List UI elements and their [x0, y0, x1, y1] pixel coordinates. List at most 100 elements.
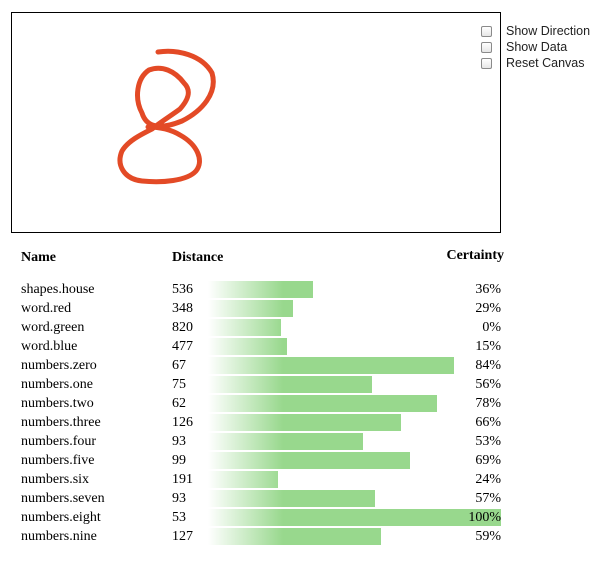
certainty-bar [208, 471, 279, 488]
result-name: shapes.house [21, 281, 95, 297]
result-distance: 820 [172, 319, 193, 335]
options-panel: Show Direction Show Data Reset Canvas [481, 23, 590, 71]
certainty-value: 57% [475, 491, 501, 506]
result-row: numbers.four 93 53% [17, 432, 504, 451]
result-certainty-cell: 84% [204, 356, 504, 375]
result-certainty-cell: 57% [204, 489, 504, 508]
result-name: numbers.zero [21, 357, 97, 373]
show-direction-label: Show Direction [506, 24, 591, 38]
result-certainty-cell: 29% [204, 299, 504, 318]
certainty-bar [208, 528, 381, 545]
result-certainty-cell: 56% [204, 375, 504, 394]
certainty-bar [208, 509, 501, 526]
result-name: numbers.four [21, 433, 97, 449]
result-name: word.red [21, 300, 72, 316]
result-certainty-cell: 24% [204, 470, 504, 489]
result-certainty-cell: 36% [204, 280, 504, 299]
result-name: numbers.seven [21, 490, 105, 506]
result-distance: 67 [172, 357, 186, 373]
certainty-bar [208, 376, 373, 393]
show-data-checkbox[interactable] [481, 41, 492, 53]
certainty-value: 69% [475, 453, 501, 468]
result-certainty-cell: 100% [204, 508, 504, 527]
result-certainty-cell: 66% [204, 413, 504, 432]
result-name: numbers.nine [21, 528, 97, 544]
result-row: shapes.house 536 36% [17, 280, 504, 299]
result-certainty-cell: 53% [204, 432, 504, 451]
header-certainty: Certainty [446, 248, 504, 263]
certainty-bar [208, 338, 288, 355]
certainty-value: 24% [475, 472, 501, 487]
results-table: Name Distance Certainty shapes.house 536 36%… [17, 248, 504, 546]
result-distance: 75 [172, 376, 186, 392]
result-distance: 93 [172, 433, 186, 449]
result-name: word.green [21, 319, 85, 335]
certainty-value: 59% [475, 529, 501, 544]
result-distance: 191 [172, 471, 193, 487]
result-name: numbers.eight [21, 509, 101, 525]
header-distance: Distance [172, 250, 224, 265]
result-row: numbers.nine 127 59% [17, 527, 504, 546]
certainty-value: 53% [475, 434, 501, 449]
result-row: numbers.six 191 24% [17, 470, 504, 489]
result-row: word.green 820 0% [17, 318, 504, 337]
certainty-value: 29% [475, 301, 501, 316]
result-certainty-cell: 0% [204, 318, 504, 337]
result-name: numbers.six [21, 471, 90, 487]
result-row: word.red 348 29% [17, 299, 504, 318]
result-distance: 477 [172, 338, 193, 354]
certainty-value: 0% [482, 320, 501, 335]
certainty-value: 84% [475, 358, 501, 373]
certainty-bar [208, 300, 293, 317]
results-header-row: Name Distance Certainty [17, 248, 504, 268]
result-row: numbers.zero 67 84% [17, 356, 504, 375]
result-row: numbers.eight 53 100% [17, 508, 504, 527]
result-distance: 62 [172, 395, 186, 411]
reset-canvas-checkbox[interactable] [481, 57, 492, 69]
show-direction-option[interactable]: Show Direction [481, 23, 590, 39]
result-name: numbers.three [21, 414, 101, 430]
certainty-bar [208, 433, 364, 450]
certainty-value: 66% [475, 415, 501, 430]
result-row: numbers.five 99 69% [17, 451, 504, 470]
result-row: word.blue 477 15% [17, 337, 504, 356]
certainty-value: 78% [475, 396, 501, 411]
certainty-bar [208, 319, 282, 336]
certainty-bar [208, 452, 411, 469]
certainty-bar [208, 414, 402, 431]
certainty-bar [208, 357, 455, 374]
result-name: word.blue [21, 338, 78, 354]
result-name: numbers.two [21, 395, 94, 411]
result-certainty-cell: 15% [204, 337, 504, 356]
result-distance: 99 [172, 452, 186, 468]
result-distance: 126 [172, 414, 193, 430]
header-name: Name [21, 250, 56, 265]
show-direction-checkbox[interactable] [481, 25, 492, 37]
certainty-value: 15% [475, 339, 501, 354]
result-certainty-cell: 59% [204, 527, 504, 546]
certainty-value: 100% [468, 510, 501, 525]
certainty-value: 56% [475, 377, 501, 392]
result-name: numbers.one [21, 376, 93, 392]
show-data-option[interactable]: Show Data [481, 39, 590, 55]
result-row: numbers.three 126 66% [17, 413, 504, 432]
certainty-bar [208, 395, 437, 412]
result-distance: 536 [172, 281, 193, 297]
certainty-bar [208, 281, 314, 298]
result-distance: 348 [172, 300, 193, 316]
reset-canvas-label: Reset Canvas [506, 56, 585, 70]
certainty-bar [208, 490, 375, 507]
result-distance: 127 [172, 528, 193, 544]
result-distance: 53 [172, 509, 186, 525]
result-row: numbers.seven 93 57% [17, 489, 504, 508]
result-certainty-cell: 78% [204, 394, 504, 413]
drawing-canvas[interactable] [11, 12, 501, 233]
result-certainty-cell: 69% [204, 451, 504, 470]
result-distance: 93 [172, 490, 186, 506]
result-row: numbers.two 62 78% [17, 394, 504, 413]
show-data-label: Show Data [506, 40, 568, 54]
certainty-value: 36% [475, 282, 501, 297]
drawn-stroke [117, 48, 216, 185]
reset-canvas-option[interactable]: Reset Canvas [481, 55, 590, 71]
result-name: numbers.five [21, 452, 95, 468]
